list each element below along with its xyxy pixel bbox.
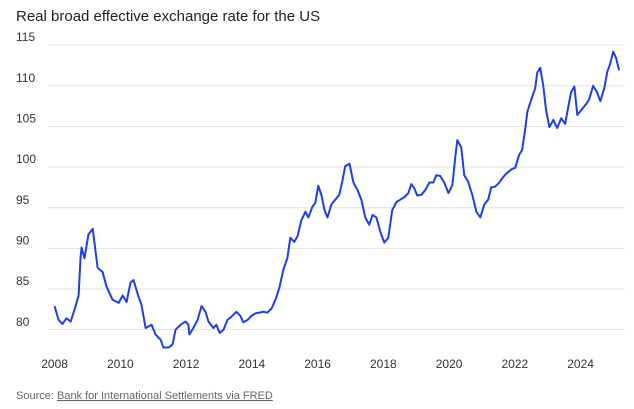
x-tick-label: 2020 xyxy=(436,357,463,371)
x-tick-label: 2018 xyxy=(370,357,397,371)
source-text: Source: Bank for International Settlemen… xyxy=(16,390,273,402)
x-tick-label: 2014 xyxy=(238,357,265,371)
x-tick-label: 2012 xyxy=(173,357,200,371)
x-tick-label: 2016 xyxy=(304,357,331,371)
x-tick-label: 2010 xyxy=(107,357,134,371)
y-tick-label: 85 xyxy=(16,274,30,288)
y-tick-label: 110 xyxy=(16,71,35,85)
y-tick-label: 105 xyxy=(16,112,36,126)
x-tick-label: 2008 xyxy=(41,357,68,371)
source-label: Source: xyxy=(16,390,54,402)
chart-title: Real broad effective exchange rate for t… xyxy=(16,8,320,25)
y-tick-label: 95 xyxy=(16,193,30,207)
y-tick-label: 100 xyxy=(16,152,36,166)
y-tick-label: 90 xyxy=(16,234,30,248)
line-series xyxy=(53,50,621,349)
x-tick-label: 2022 xyxy=(502,357,529,371)
y-tick-label: 115 xyxy=(16,30,35,44)
x-tick-label: 2024 xyxy=(567,357,594,371)
source-link[interactable]: Bank for International Settlements via F… xyxy=(57,390,273,402)
y-tick-label: 80 xyxy=(16,315,30,329)
